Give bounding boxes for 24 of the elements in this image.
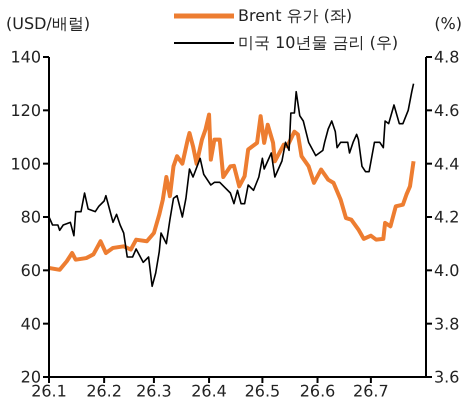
x-tick-label: 26.6 (300, 381, 336, 400)
x-tick-label: 26.2 (86, 381, 122, 400)
y2-tick-label: 4.8 (434, 48, 460, 67)
y-tick-label: 60 (20, 261, 41, 280)
x-tick-label: 26.7 (353, 381, 389, 400)
y2-axis-title: (%) (434, 14, 462, 33)
y-tick-label: 80 (20, 208, 41, 227)
legend-label: Brent 유가 (좌) (238, 5, 352, 27)
y2-tick-label: 3.6 (434, 368, 460, 387)
y2-tick-label: 4.4 (434, 154, 460, 174)
y2-tick-label: 4.6 (434, 101, 460, 120)
y2-tick-label: 3.8 (434, 314, 460, 334)
y-axis-title: (USD/배럴) (6, 14, 90, 35)
x-tick-label: 26.4 (191, 381, 227, 400)
y-tick-label: 140 (10, 48, 41, 67)
x-tick-label: 26.3 (136, 381, 172, 400)
legend-label: 미국 10년물 금리 (우) (238, 32, 398, 54)
y2-tick-label: 4.2 (434, 208, 460, 227)
y-tick-label: 120 (10, 101, 41, 120)
y2-tick-label: 4.0 (434, 261, 460, 280)
y-tick-label: 40 (20, 314, 41, 334)
x-tick-label: 26.5 (244, 381, 280, 400)
line-series (49, 112, 416, 272)
y-tick-label: 100 (10, 154, 41, 174)
